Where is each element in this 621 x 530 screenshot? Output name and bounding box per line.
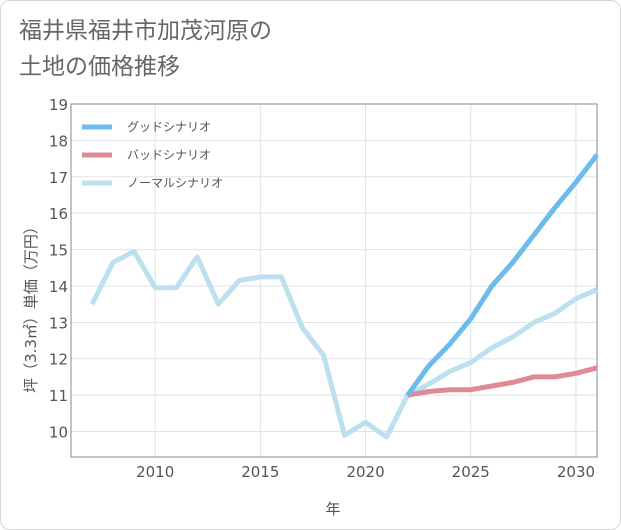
chart-title: 福井県福井市加茂河原の 土地の価格推移 [19, 13, 272, 85]
plot-frame [70, 103, 598, 458]
y-tick-label: 11 [49, 387, 68, 405]
x-tick-label: 2015 [241, 463, 279, 481]
series-line-good [405, 153, 599, 397]
y-tick-labels: 10 11 12 13 14 15 16 17 18 19 [49, 96, 68, 442]
legend-label-normal: ノーマルシナリオ [127, 176, 223, 190]
y-axis-label: 坪（3.3㎡）単価（万円） [22, 219, 40, 393]
x-tick-label: 2010 [136, 463, 174, 481]
series-line-bad [407, 365, 598, 398]
y-tick-label: 10 [49, 424, 68, 442]
x-axis-label: 年 [325, 500, 340, 518]
y-tick-label: 18 [49, 132, 68, 150]
x-tick-label: 2030 [557, 463, 595, 481]
grid-lines [71, 103, 597, 457]
x-tick-label: 2020 [346, 463, 384, 481]
y-tick-label: 15 [49, 242, 68, 260]
chart-title-line2: 土地の価格推移 [19, 54, 180, 80]
y-tick-label: 17 [49, 169, 68, 187]
series-line-normal [89, 248, 598, 440]
legend-label-bad: バッドシナリオ [127, 148, 211, 162]
x-tick-labels: 2010 2015 2020 2025 2030 [136, 463, 595, 481]
y-tick-label: 12 [49, 351, 68, 369]
y-tick-label: 13 [49, 314, 68, 332]
y-tick-label: 16 [49, 205, 68, 223]
y-tick-label: 19 [49, 96, 68, 114]
series-layer [89, 153, 599, 440]
chart-title-line1: 福井県福井市加茂河原の [19, 18, 272, 44]
x-tick-label: 2025 [452, 463, 490, 481]
y-tick-label: 14 [49, 278, 68, 296]
legend-label-good: グッドシナリオ [127, 120, 211, 134]
